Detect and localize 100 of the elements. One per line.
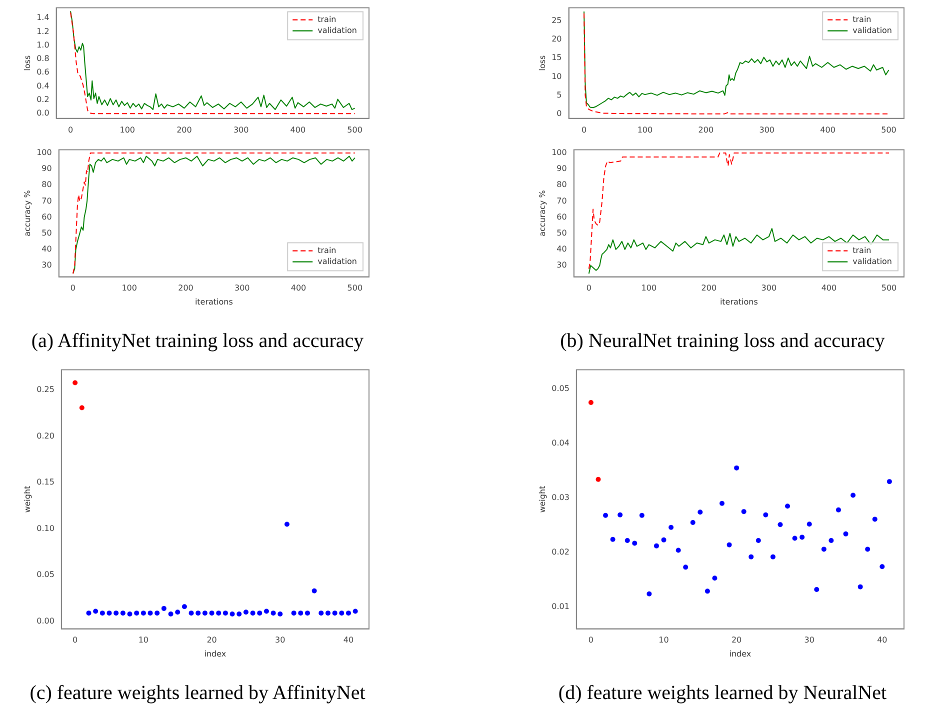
text: (b) NeuralNet training loss and accuracy (559, 330, 886, 353)
point (843, 531, 848, 536)
y-tick-label: 0.04 (552, 438, 570, 448)
x-tick-label: 0 (581, 125, 587, 134)
text: (d) feature weights learned by NeuralNet (557, 682, 888, 705)
y-tick-label: 0.05 (36, 570, 54, 580)
point (250, 610, 256, 616)
point (676, 548, 681, 553)
point (588, 400, 594, 406)
x-tick-label: 20 (206, 636, 217, 645)
y-tick-label: 0.05 (552, 384, 570, 393)
point (821, 546, 826, 552)
point (339, 610, 344, 616)
point (610, 536, 616, 542)
point (114, 610, 119, 616)
point (886, 479, 892, 484)
point (792, 536, 798, 541)
point (690, 520, 696, 525)
point (284, 522, 290, 527)
point (332, 610, 338, 616)
x-tick-label: 500 (347, 284, 363, 293)
x-tick-label: 200 (178, 284, 194, 293)
point (270, 610, 276, 616)
x-tick-label: 0 (68, 125, 74, 134)
point (632, 540, 638, 546)
x-axis-title: iterations (720, 297, 758, 306)
text: (c) feature weights learned by AffinityNet (28, 682, 366, 705)
y-tick-label: 100 (552, 148, 567, 158)
x-tick-label: 400 (290, 284, 306, 293)
point (603, 512, 608, 518)
x-tick-label: 20 (731, 636, 742, 645)
point (202, 610, 208, 616)
y-tick-label: 90 (556, 164, 567, 174)
point (140, 610, 146, 616)
x-tick-label: 40 (343, 636, 354, 645)
point (756, 538, 761, 543)
y-tick-label: 0.10 (36, 524, 54, 533)
y-axis-title: loss (538, 55, 547, 71)
point (734, 465, 740, 470)
y-tick-label: 60 (556, 212, 567, 222)
legend-label: train (318, 246, 336, 255)
point (304, 610, 310, 616)
y-tick-label: 0 (556, 109, 562, 118)
x-tick-label: 400 (290, 125, 306, 134)
point (748, 554, 754, 560)
x-tick-label: 400 (821, 284, 837, 293)
point (800, 534, 805, 540)
point (352, 608, 358, 614)
x-tick-label: 200 (701, 284, 717, 293)
point (624, 538, 630, 543)
y-tick-label: 60 (42, 212, 52, 222)
point (726, 542, 732, 548)
y-tick-label: 20 (552, 34, 562, 44)
point (346, 610, 351, 616)
x-tick-label: 30 (804, 636, 814, 645)
point (720, 500, 725, 506)
y-tick-label: 70 (556, 196, 567, 206)
x-tick-label: 100 (641, 284, 657, 293)
x-tick-label: 200 (176, 125, 192, 134)
x-tick-label: 10 (138, 636, 149, 645)
point (325, 610, 330, 616)
point (770, 554, 776, 560)
point (312, 588, 317, 594)
x-tick-label: 0 (586, 284, 592, 293)
point (872, 516, 878, 522)
point (704, 588, 710, 594)
point (278, 612, 283, 616)
point (850, 492, 856, 498)
y-tick-label: 0.8 (36, 54, 50, 64)
y-tick-label: 80 (556, 180, 567, 190)
y-tick-label: 0.6 (36, 68, 50, 77)
y-tick-label: 0.03 (552, 493, 570, 502)
point (836, 507, 841, 512)
point (661, 537, 666, 542)
y-tick-label: 10 (552, 72, 562, 81)
point (698, 510, 703, 515)
point (161, 606, 166, 611)
y-tick-label: 90 (42, 164, 52, 174)
y-tick-label: 40 (556, 244, 567, 254)
point (175, 610, 180, 615)
y-tick-label: 0.00 (36, 616, 54, 626)
point (127, 612, 132, 616)
point (828, 538, 834, 543)
x-tick-label: 0 (70, 284, 76, 293)
y-tick-label: 0.01 (552, 602, 570, 612)
point (72, 380, 78, 386)
y-tick-label: 0.0 (36, 108, 50, 118)
y-tick-label: 25 (552, 16, 562, 25)
x-tick-label: 300 (233, 125, 249, 134)
line-series (588, 152, 890, 270)
point (236, 612, 242, 616)
legend-label: validation (318, 26, 358, 35)
y-axis-title: accuracy % (538, 190, 547, 236)
y-tick-label: 0.20 (36, 431, 54, 440)
point (222, 610, 228, 616)
point (291, 610, 296, 616)
point (106, 610, 112, 616)
legend-label: train (852, 14, 872, 24)
y-axis-title: accuracy % (22, 190, 32, 236)
point (806, 522, 812, 527)
